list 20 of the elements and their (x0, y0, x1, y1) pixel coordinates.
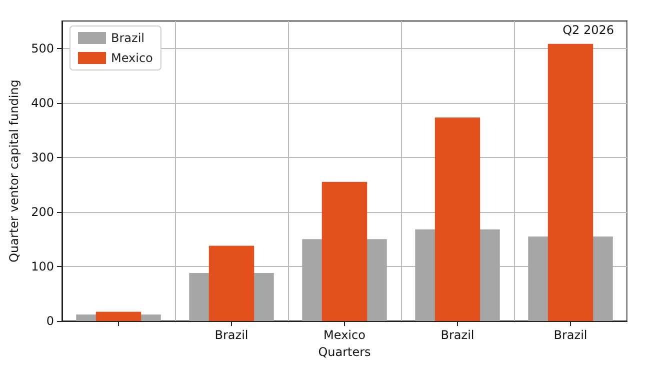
bar (434, 118, 480, 321)
x-tick-label: Brazil (214, 328, 248, 342)
y-tick-label: 500 (31, 41, 54, 56)
legend-label: Brazil (111, 31, 144, 45)
y-tick-label: 200 (31, 204, 54, 219)
y-tick-label: 0 (46, 314, 54, 328)
bar (208, 246, 254, 321)
bar (96, 312, 142, 321)
legend-label: Mexico (111, 51, 153, 65)
bar (322, 182, 368, 321)
y-axis-title: Quarter ventor capital funding (7, 80, 22, 262)
y-tick-label: 300 (31, 150, 54, 164)
annotation: Q2 2026 (562, 23, 614, 37)
y-tick-label: 400 (31, 96, 54, 110)
x-tick-label: Mexico (324, 328, 366, 342)
y-tick-label: 100 (31, 259, 54, 274)
x-tick-label: Brazil (554, 328, 588, 342)
x-tick-label: Brazil (440, 328, 474, 342)
bar (548, 44, 594, 321)
x-axis-title: Quarters (318, 344, 371, 359)
